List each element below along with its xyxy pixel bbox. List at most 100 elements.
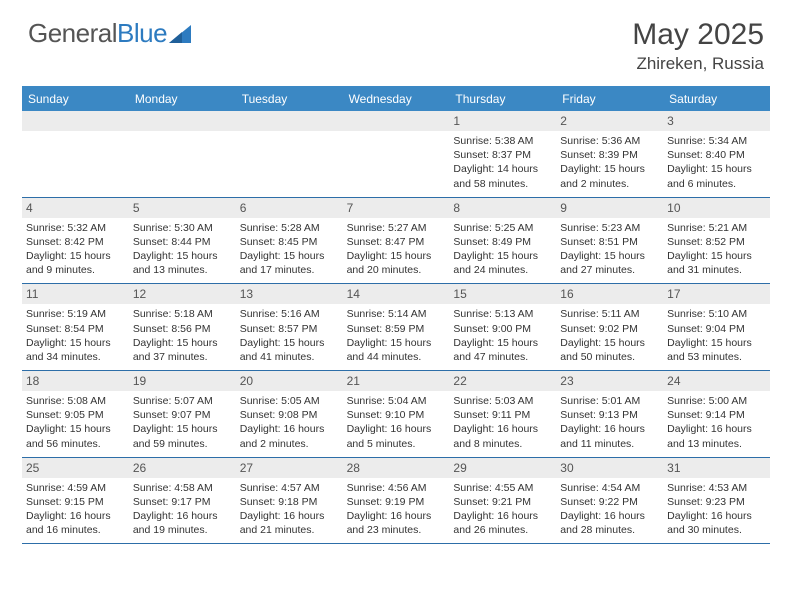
sunset-text: Sunset: 9:13 PM [560, 408, 659, 422]
daylight-text: Daylight: 16 hours and 26 minutes. [453, 509, 552, 537]
day-cell: 25Sunrise: 4:59 AMSunset: 9:15 PMDayligh… [22, 458, 129, 544]
sunrise-text: Sunrise: 5:03 AM [453, 394, 552, 408]
date-number [129, 111, 236, 131]
daylight-text: Daylight: 15 hours and 27 minutes. [560, 249, 659, 277]
day-cell: 17Sunrise: 5:10 AMSunset: 9:04 PMDayligh… [663, 284, 770, 370]
date-number: 12 [129, 284, 236, 304]
weekday-header: Thursday [449, 88, 556, 111]
sunset-text: Sunset: 9:21 PM [453, 495, 552, 509]
sunset-text: Sunset: 8:39 PM [560, 148, 659, 162]
sunrise-text: Sunrise: 4:58 AM [133, 481, 232, 495]
sunset-text: Sunset: 8:47 PM [347, 235, 446, 249]
sunset-text: Sunset: 9:00 PM [453, 322, 552, 336]
sunset-text: Sunset: 8:40 PM [667, 148, 766, 162]
sunset-text: Sunset: 8:51 PM [560, 235, 659, 249]
day-cell: 16Sunrise: 5:11 AMSunset: 9:02 PMDayligh… [556, 284, 663, 370]
sunrise-text: Sunrise: 5:23 AM [560, 221, 659, 235]
sunrise-text: Sunrise: 5:21 AM [667, 221, 766, 235]
sunrise-text: Sunrise: 4:53 AM [667, 481, 766, 495]
daylight-text: Daylight: 15 hours and 56 minutes. [26, 422, 125, 450]
date-number: 23 [556, 371, 663, 391]
daylight-text: Daylight: 15 hours and 47 minutes. [453, 336, 552, 364]
date-number: 4 [22, 198, 129, 218]
sunrise-text: Sunrise: 5:25 AM [453, 221, 552, 235]
sunrise-text: Sunrise: 4:57 AM [240, 481, 339, 495]
sunset-text: Sunset: 9:10 PM [347, 408, 446, 422]
date-number: 28 [343, 458, 450, 478]
day-cell [236, 111, 343, 197]
sunrise-text: Sunrise: 5:11 AM [560, 307, 659, 321]
day-cell [129, 111, 236, 197]
day-cell: 31Sunrise: 4:53 AMSunset: 9:23 PMDayligh… [663, 458, 770, 544]
daylight-text: Daylight: 15 hours and 24 minutes. [453, 249, 552, 277]
sunrise-text: Sunrise: 5:05 AM [240, 394, 339, 408]
weekday-header: Wednesday [343, 88, 450, 111]
date-number: 31 [663, 458, 770, 478]
date-number: 15 [449, 284, 556, 304]
sunrise-text: Sunrise: 5:38 AM [453, 134, 552, 148]
sunset-text: Sunset: 9:23 PM [667, 495, 766, 509]
date-number: 26 [129, 458, 236, 478]
day-cell: 3Sunrise: 5:34 AMSunset: 8:40 PMDaylight… [663, 111, 770, 197]
sunrise-text: Sunrise: 5:27 AM [347, 221, 446, 235]
date-number: 25 [22, 458, 129, 478]
date-number: 5 [129, 198, 236, 218]
day-cell: 15Sunrise: 5:13 AMSunset: 9:00 PMDayligh… [449, 284, 556, 370]
day-cell: 7Sunrise: 5:27 AMSunset: 8:47 PMDaylight… [343, 198, 450, 284]
day-cell: 26Sunrise: 4:58 AMSunset: 9:17 PMDayligh… [129, 458, 236, 544]
sunset-text: Sunset: 8:42 PM [26, 235, 125, 249]
day-cell: 27Sunrise: 4:57 AMSunset: 9:18 PMDayligh… [236, 458, 343, 544]
date-number: 16 [556, 284, 663, 304]
daylight-text: Daylight: 15 hours and 17 minutes. [240, 249, 339, 277]
sunrise-text: Sunrise: 5:00 AM [667, 394, 766, 408]
date-number: 8 [449, 198, 556, 218]
sunrise-text: Sunrise: 4:54 AM [560, 481, 659, 495]
day-cell: 4Sunrise: 5:32 AMSunset: 8:42 PMDaylight… [22, 198, 129, 284]
sunset-text: Sunset: 9:15 PM [26, 495, 125, 509]
daylight-text: Daylight: 15 hours and 41 minutes. [240, 336, 339, 364]
day-cell: 5Sunrise: 5:30 AMSunset: 8:44 PMDaylight… [129, 198, 236, 284]
daylight-text: Daylight: 15 hours and 6 minutes. [667, 162, 766, 190]
header: GeneralBlue May 2025 Zhireken, Russia [0, 0, 792, 82]
day-cell: 18Sunrise: 5:08 AMSunset: 9:05 PMDayligh… [22, 371, 129, 457]
weeks-container: 1Sunrise: 5:38 AMSunset: 8:37 PMDaylight… [22, 111, 770, 544]
week-row: 25 Sunrise: 4:59 AMSunset: 9:15 PM Dayligh… [22, 458, 770, 545]
sunset-text: Sunset: 9:19 PM [347, 495, 446, 509]
month-title: May 2025 [632, 18, 764, 52]
date-number [236, 111, 343, 131]
brand-text: GeneralBlue [28, 18, 167, 49]
sunrise-text: Sunrise: 4:55 AM [453, 481, 552, 495]
date-number: 11 [22, 284, 129, 304]
day-cell: 8 Sunrise: 5:25 AMSunset: 8:49 PMDaylight… [449, 198, 556, 284]
day-cell: 11Sunrise: 5:19 AMSunset: 8:54 PMDayligh… [22, 284, 129, 370]
week-row: 18Sunrise: 5:08 AMSunset: 9:05 PMDayligh… [22, 371, 770, 458]
daylight-text: Daylight: 16 hours and 8 minutes. [453, 422, 552, 450]
day-cell: 2Sunrise: 5:36 AMSunset: 8:39 PMDaylight… [556, 111, 663, 197]
sunset-text: Sunset: 8:57 PM [240, 322, 339, 336]
week-row: 4Sunrise: 5:32 AMSunset: 8:42 PMDaylight… [22, 198, 770, 285]
sunrise-text: Sunrise: 5:16 AM [240, 307, 339, 321]
sunset-text: Sunset: 8:59 PM [347, 322, 446, 336]
sunrise-text: Sunrise: 4:56 AM [347, 481, 446, 495]
sunrise-text: Sunrise: 5:01 AM [560, 394, 659, 408]
sunset-text: Sunset: 8:49 PM [453, 235, 552, 249]
sunrise-text: Sunrise: 4:59 AM [26, 481, 125, 495]
calendar: Sunday Monday Tuesday Wednesday Thursday… [22, 86, 770, 544]
weekday-header: Friday [556, 88, 663, 111]
day-cell: 30Sunrise: 4:54 AMSunset: 9:22 PMDayligh… [556, 458, 663, 544]
day-cell: 13Sunrise: 5:16 AMSunset: 8:57 PMDayligh… [236, 284, 343, 370]
daylight-text: Daylight: 16 hours and 11 minutes. [560, 422, 659, 450]
sunset-text: Sunset: 8:45 PM [240, 235, 339, 249]
day-cell: 29Sunrise: 4:55 AMSunset: 9:21 PMDayligh… [449, 458, 556, 544]
sunrise-text: Sunrise: 5:36 AM [560, 134, 659, 148]
date-number: 17 [663, 284, 770, 304]
day-cell: 20Sunrise: 5:05 AMSunset: 9:08 PMDayligh… [236, 371, 343, 457]
sunrise-text: Sunrise: 5:34 AM [667, 134, 766, 148]
sunset-text: Sunset: 9:07 PM [133, 408, 232, 422]
sunset-text: Sunset: 8:37 PM [453, 148, 552, 162]
date-number: 27 [236, 458, 343, 478]
daylight-text: Daylight: 16 hours and 13 minutes. [667, 422, 766, 450]
day-cell: 22Sunrise: 5:03 AMSunset: 9:11 PMDayligh… [449, 371, 556, 457]
sunset-text: Sunset: 9:17 PM [133, 495, 232, 509]
day-cell: 24Sunrise: 5:00 AMSunset: 9:14 PMDayligh… [663, 371, 770, 457]
